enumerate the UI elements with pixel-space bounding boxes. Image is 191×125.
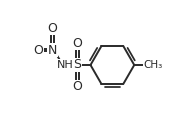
Text: NH: NH: [57, 60, 73, 70]
Text: O: O: [72, 37, 82, 50]
Text: O: O: [47, 22, 57, 35]
Text: CH₃: CH₃: [143, 60, 163, 70]
Text: O: O: [72, 80, 82, 93]
Text: S: S: [73, 58, 81, 71]
Text: N: N: [48, 44, 57, 57]
Text: O: O: [34, 44, 44, 57]
